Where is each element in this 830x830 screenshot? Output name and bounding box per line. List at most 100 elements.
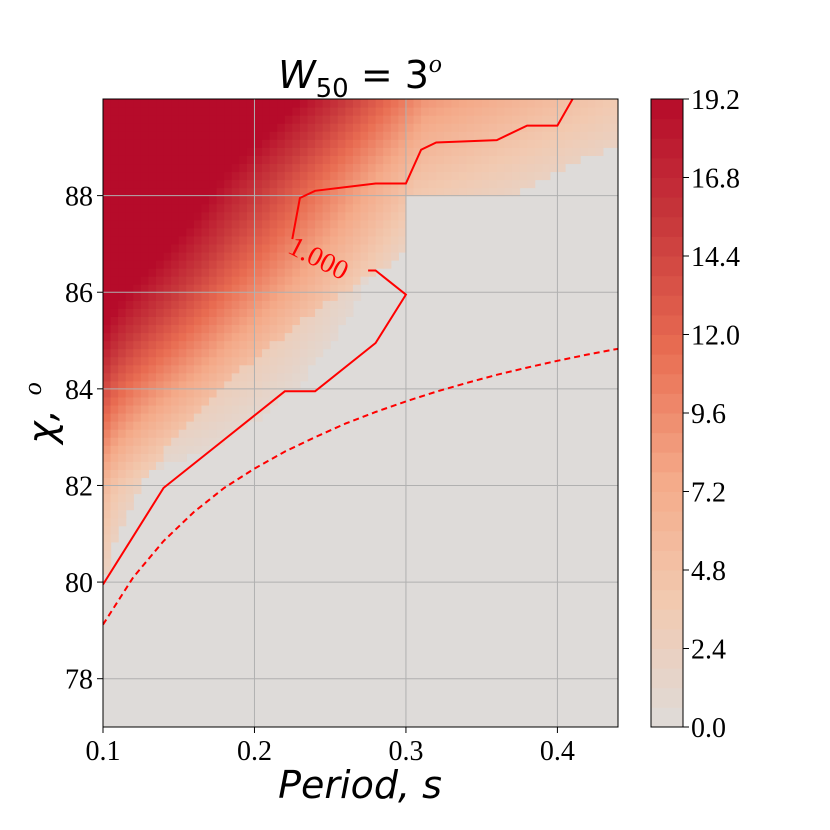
heatmap-cell: [277, 171, 286, 181]
heatmap-cell: [118, 187, 127, 197]
heatmap-cell: [337, 107, 346, 116]
heatmap-cell: [133, 469, 142, 479]
heatmap-cell: [398, 139, 407, 148]
heatmap-cell: [156, 453, 165, 462]
heatmap-cell: [163, 292, 172, 301]
heatmap-cell: [103, 300, 112, 309]
heatmap-cell: [171, 316, 180, 326]
heatmap-cell: [436, 123, 445, 132]
heatmap-cell: [118, 348, 127, 358]
heatmap-cell: [224, 260, 233, 269]
heatmap-cell: [254, 251, 263, 261]
colorbar-band: [651, 157, 683, 178]
heatmap-cell: [140, 211, 150, 221]
heatmap-cell: [110, 284, 119, 293]
heatmap-cell: [186, 429, 195, 438]
colorbar-bands: [651, 99, 683, 728]
heatmap-cell: [322, 163, 331, 173]
heatmap-cell: [209, 163, 218, 173]
heatmap-cell: [133, 300, 142, 309]
heatmap-cell: [315, 308, 324, 317]
heatmap-cell: [216, 195, 225, 205]
heatmap-cell: [527, 171, 536, 181]
heatmap-cell: [148, 276, 157, 285]
heatmap-cell: [239, 195, 248, 205]
heatmap-cell: [458, 131, 468, 140]
heatmap-cell: [466, 163, 475, 173]
heatmap-cell: [269, 203, 278, 213]
heatmap-cell: [474, 115, 483, 124]
heatmap-cell: [549, 155, 559, 165]
heatmap-cell: [375, 99, 384, 108]
heatmap-cell: [103, 316, 112, 326]
heatmap-cell: [133, 445, 142, 454]
title-superscript: o: [429, 49, 442, 78]
heatmap-cell: [496, 115, 505, 124]
heatmap-cell: [216, 421, 225, 430]
heatmap-cell: [125, 461, 134, 470]
heatmap-cell: [110, 413, 119, 422]
heatmap-cell: [292, 155, 301, 165]
heatmap-cell: [254, 195, 263, 205]
colorbar-tick-label: 16.8: [691, 164, 740, 195]
heatmap-cell: [330, 292, 339, 301]
heatmap-cell: [428, 147, 437, 156]
heatmap-cell: [110, 517, 119, 527]
heatmap-cell: [322, 227, 331, 237]
heatmap-cell: [133, 308, 142, 317]
heatmap-cell: [193, 404, 203, 414]
heatmap-cell: [193, 348, 203, 358]
heatmap-cell: [322, 179, 331, 189]
heatmap-cell: [262, 147, 271, 156]
heatmap-cell: [193, 219, 203, 229]
heatmap-cell: [292, 99, 301, 108]
heatmap-cell: [299, 332, 309, 342]
heatmap-cell: [140, 203, 150, 213]
heatmap-cell: [103, 509, 112, 519]
heatmap-cell: [148, 356, 157, 366]
heatmap-cell: [398, 243, 407, 253]
heatmap-cell: [224, 131, 233, 140]
heatmap-cell: [262, 171, 271, 181]
heatmap-cell: [178, 300, 187, 309]
heatmap-cell: [193, 260, 203, 269]
heatmap-cell: [246, 308, 256, 317]
heatmap-cell: [110, 107, 119, 116]
heatmap-cell: [103, 445, 112, 454]
heatmap-cell: [299, 276, 309, 285]
heatmap-cell: [292, 316, 301, 326]
heatmap-cell: [125, 243, 134, 253]
heatmap-cell: [193, 276, 203, 285]
heatmap-cell: [383, 171, 392, 181]
heatmap-cell: [307, 203, 316, 213]
heatmap-cell: [390, 251, 399, 261]
heatmap-cell: [224, 227, 233, 237]
heatmap-cell: [307, 171, 316, 181]
heatmap-cell: [246, 163, 256, 173]
heatmap-cell: [315, 131, 324, 140]
heatmap-cell: [322, 195, 331, 205]
heatmap-cell: [262, 163, 271, 173]
heatmap-cell: [186, 147, 195, 156]
heatmap-cell: [171, 413, 180, 422]
heatmap-cell: [542, 155, 551, 165]
heatmap-cell: [133, 477, 142, 487]
heatmap-cell: [299, 356, 309, 366]
heatmap-cell: [239, 276, 248, 285]
heatmap-cell: [103, 292, 112, 301]
heatmap-cell: [277, 332, 286, 342]
heatmap-cell: [103, 372, 112, 382]
heatmap-cell: [292, 115, 301, 124]
x-tick-label: 0.4: [540, 736, 575, 767]
heatmap-cell: [368, 219, 377, 229]
heatmap-cell: [466, 171, 475, 181]
heatmap-cell: [254, 364, 263, 374]
heatmap-cell: [163, 300, 172, 309]
heatmap-cell: [337, 99, 346, 108]
heatmap-cell: [292, 195, 301, 205]
heatmap-cell: [262, 131, 271, 140]
heatmap-cell: [216, 380, 225, 390]
heatmap-cell: [103, 187, 112, 197]
heatmap-cell: [262, 203, 271, 213]
